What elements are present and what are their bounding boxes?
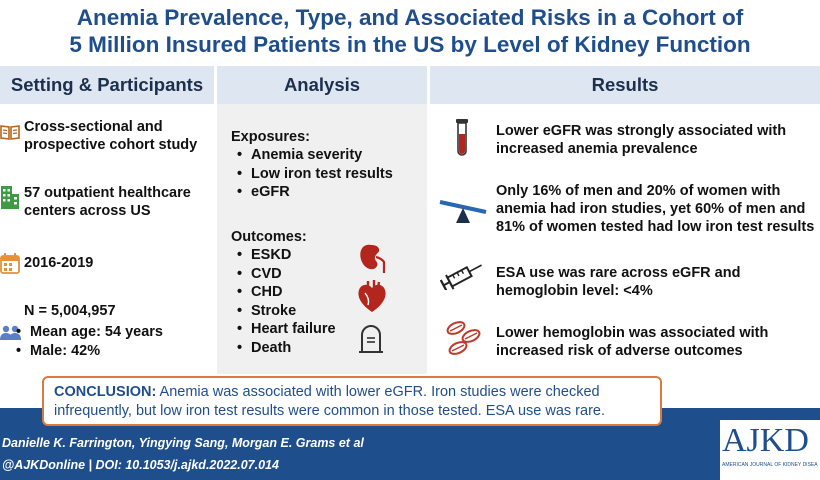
ajkd-logo: AJKD AMERICAN JOURNAL OF KIDNEY DISEASES: [720, 420, 820, 480]
conclusion-box: CONCLUSION: Anemia was associated with l…: [42, 376, 662, 426]
mean-age-item: Mean age: 54 years: [16, 323, 163, 342]
result-3-line-1: ESA use was rare across eGFR and: [496, 265, 741, 281]
exposure-item: Anemia severity: [237, 146, 393, 165]
result-3: ESA use was rare across eGFR and hemoglo…: [496, 264, 740, 300]
authors-text: Danielle K. Farrington, Yingying Sang, M…: [2, 436, 364, 450]
heart-icon: [358, 280, 386, 312]
design-text: Cross-sectional and prospective cohort s…: [24, 118, 197, 154]
ajkd-logo-text: AJKD: [722, 422, 809, 459]
result-4-line-1: Lower hemoglobin was associated with: [496, 325, 769, 341]
result-2: Only 16% of men and 20% of women with an…: [496, 182, 814, 236]
seesaw-icon: [439, 200, 487, 223]
calendar-icon: [0, 253, 20, 274]
building-icon: [1, 186, 19, 209]
result-2-line-2: anemia had iron studies, yet 60% of men …: [496, 201, 806, 217]
demographics-list: Mean age: 54 years Male: 42%: [16, 323, 163, 360]
exposure-item: Low iron test results: [237, 165, 393, 184]
setting-panel: Cross-sectional and prospective cohort s…: [0, 104, 214, 374]
outcome-item: CHD: [237, 283, 336, 302]
outcomes-list: ESKD CVD CHD Stroke Heart failure Death: [237, 246, 336, 357]
page-title: Anemia Prevalence, Type, and Associated …: [0, 4, 820, 58]
exposures-list: Anemia severity Low iron test results eG…: [237, 146, 393, 202]
conclusion-line-2: infrequently, but low iron test results …: [54, 403, 605, 419]
outcome-item: Stroke: [237, 302, 336, 321]
pills-icon: [446, 321, 481, 355]
centers-line-1: 57 outpatient healthcare: [24, 185, 191, 201]
centers-line-2: centers across US: [24, 203, 151, 219]
result-2-line-3: 81% of women tested had low iron test re…: [496, 219, 815, 235]
title-line-1: Anemia Prevalence, Type, and Associated …: [76, 5, 744, 30]
test-tube-icon: [456, 119, 468, 156]
conclusion-label: CONCLUSION:: [54, 384, 157, 400]
results-header: Results: [430, 66, 820, 104]
result-1-line-2: increased anemia prevalence: [496, 141, 698, 157]
conclusion-line-1: Anemia was associated with lower eGFR. I…: [156, 384, 600, 400]
outcome-item: ESKD: [237, 246, 336, 265]
design-line-2: prospective cohort study: [24, 137, 198, 153]
result-2-line-1: Only 16% of men and 20% of women with: [496, 183, 781, 199]
book-icon: [0, 125, 20, 140]
exposures-heading: Exposures:: [231, 129, 310, 145]
male-item: Male: 42%: [16, 342, 163, 361]
analysis-panel: Exposures: Anemia severity Low iron test…: [217, 104, 427, 374]
exposure-item: eGFR: [237, 183, 393, 202]
outcome-item: Heart failure: [237, 320, 336, 339]
design-line-1: Cross-sectional and: [24, 119, 163, 135]
result-4-line-2: increased risk of adverse outcomes: [496, 343, 743, 359]
kidney-icon: [360, 244, 386, 273]
tombstone-icon: [359, 325, 383, 353]
centers-text: 57 outpatient healthcare centers across …: [24, 184, 191, 220]
setting-header: Setting & Participants: [0, 66, 214, 104]
outcome-item: CVD: [237, 265, 336, 284]
result-4: Lower hemoglobin was associated with inc…: [496, 324, 768, 360]
outcomes-heading: Outcomes:: [231, 229, 307, 245]
syringe-icon: [440, 264, 482, 290]
doi-text: @AJKDonline | DOI: 10.1053/j.ajkd.2022.0…: [2, 458, 279, 472]
ajkd-logo-subtitle: AMERICAN JOURNAL OF KIDNEY DISEASES: [722, 462, 818, 468]
analysis-header: Analysis: [217, 66, 427, 104]
result-1: Lower eGFR was strongly associated with …: [496, 122, 786, 158]
years-text: 2016-2019: [24, 255, 94, 271]
n-text: N = 5,004,957: [24, 303, 116, 319]
results-panel: Lower eGFR was strongly associated with …: [430, 104, 820, 374]
result-3-line-2: hemoglobin level: <4%: [496, 283, 653, 299]
result-1-line-1: Lower eGFR was strongly associated with: [496, 123, 787, 139]
outcome-item: Death: [237, 339, 336, 358]
title-line-2: 5 Million Insured Patients in the US by …: [69, 32, 751, 57]
